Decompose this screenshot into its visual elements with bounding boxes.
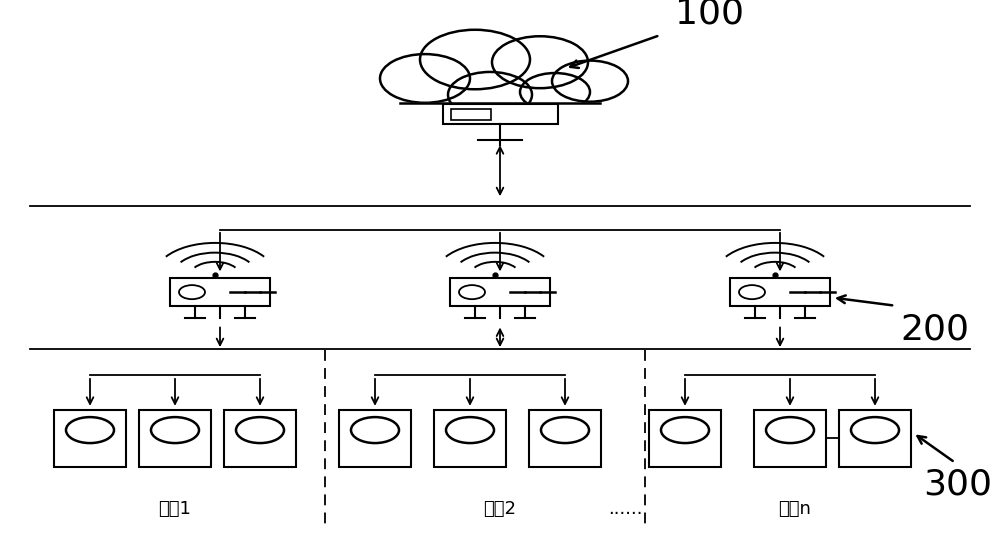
- Bar: [839, 410, 911, 466]
- Bar: [170, 278, 270, 306]
- Bar: [434, 410, 506, 466]
- Bar: [224, 410, 296, 466]
- Circle shape: [459, 285, 485, 299]
- Circle shape: [541, 417, 589, 443]
- Bar: [450, 278, 550, 306]
- Circle shape: [380, 54, 470, 103]
- Text: 分埝n: 分埝n: [779, 499, 811, 518]
- Circle shape: [151, 417, 199, 443]
- Bar: [529, 410, 601, 466]
- Bar: [339, 410, 411, 466]
- Circle shape: [739, 285, 765, 299]
- Circle shape: [766, 417, 814, 443]
- Text: 分域2: 分域2: [484, 499, 516, 518]
- Circle shape: [851, 417, 899, 443]
- Circle shape: [351, 417, 399, 443]
- Text: 200: 200: [900, 313, 969, 347]
- Circle shape: [236, 417, 284, 443]
- Circle shape: [552, 61, 628, 102]
- Circle shape: [446, 417, 494, 443]
- Bar: [139, 410, 211, 466]
- Circle shape: [661, 417, 709, 443]
- Text: 100: 100: [675, 0, 744, 31]
- Bar: [754, 410, 826, 466]
- Bar: [442, 104, 558, 124]
- Circle shape: [66, 417, 114, 443]
- Text: 300: 300: [924, 468, 992, 502]
- Bar: [450, 109, 490, 120]
- Circle shape: [420, 30, 530, 89]
- Circle shape: [448, 72, 532, 117]
- Circle shape: [492, 36, 588, 88]
- Bar: [649, 410, 721, 466]
- Circle shape: [520, 73, 590, 111]
- Text: ......: ......: [608, 499, 642, 518]
- Bar: [730, 278, 830, 306]
- Bar: [375, 103, 625, 138]
- Text: 分域1: 分域1: [159, 499, 191, 518]
- Bar: [54, 410, 126, 466]
- Circle shape: [179, 285, 205, 299]
